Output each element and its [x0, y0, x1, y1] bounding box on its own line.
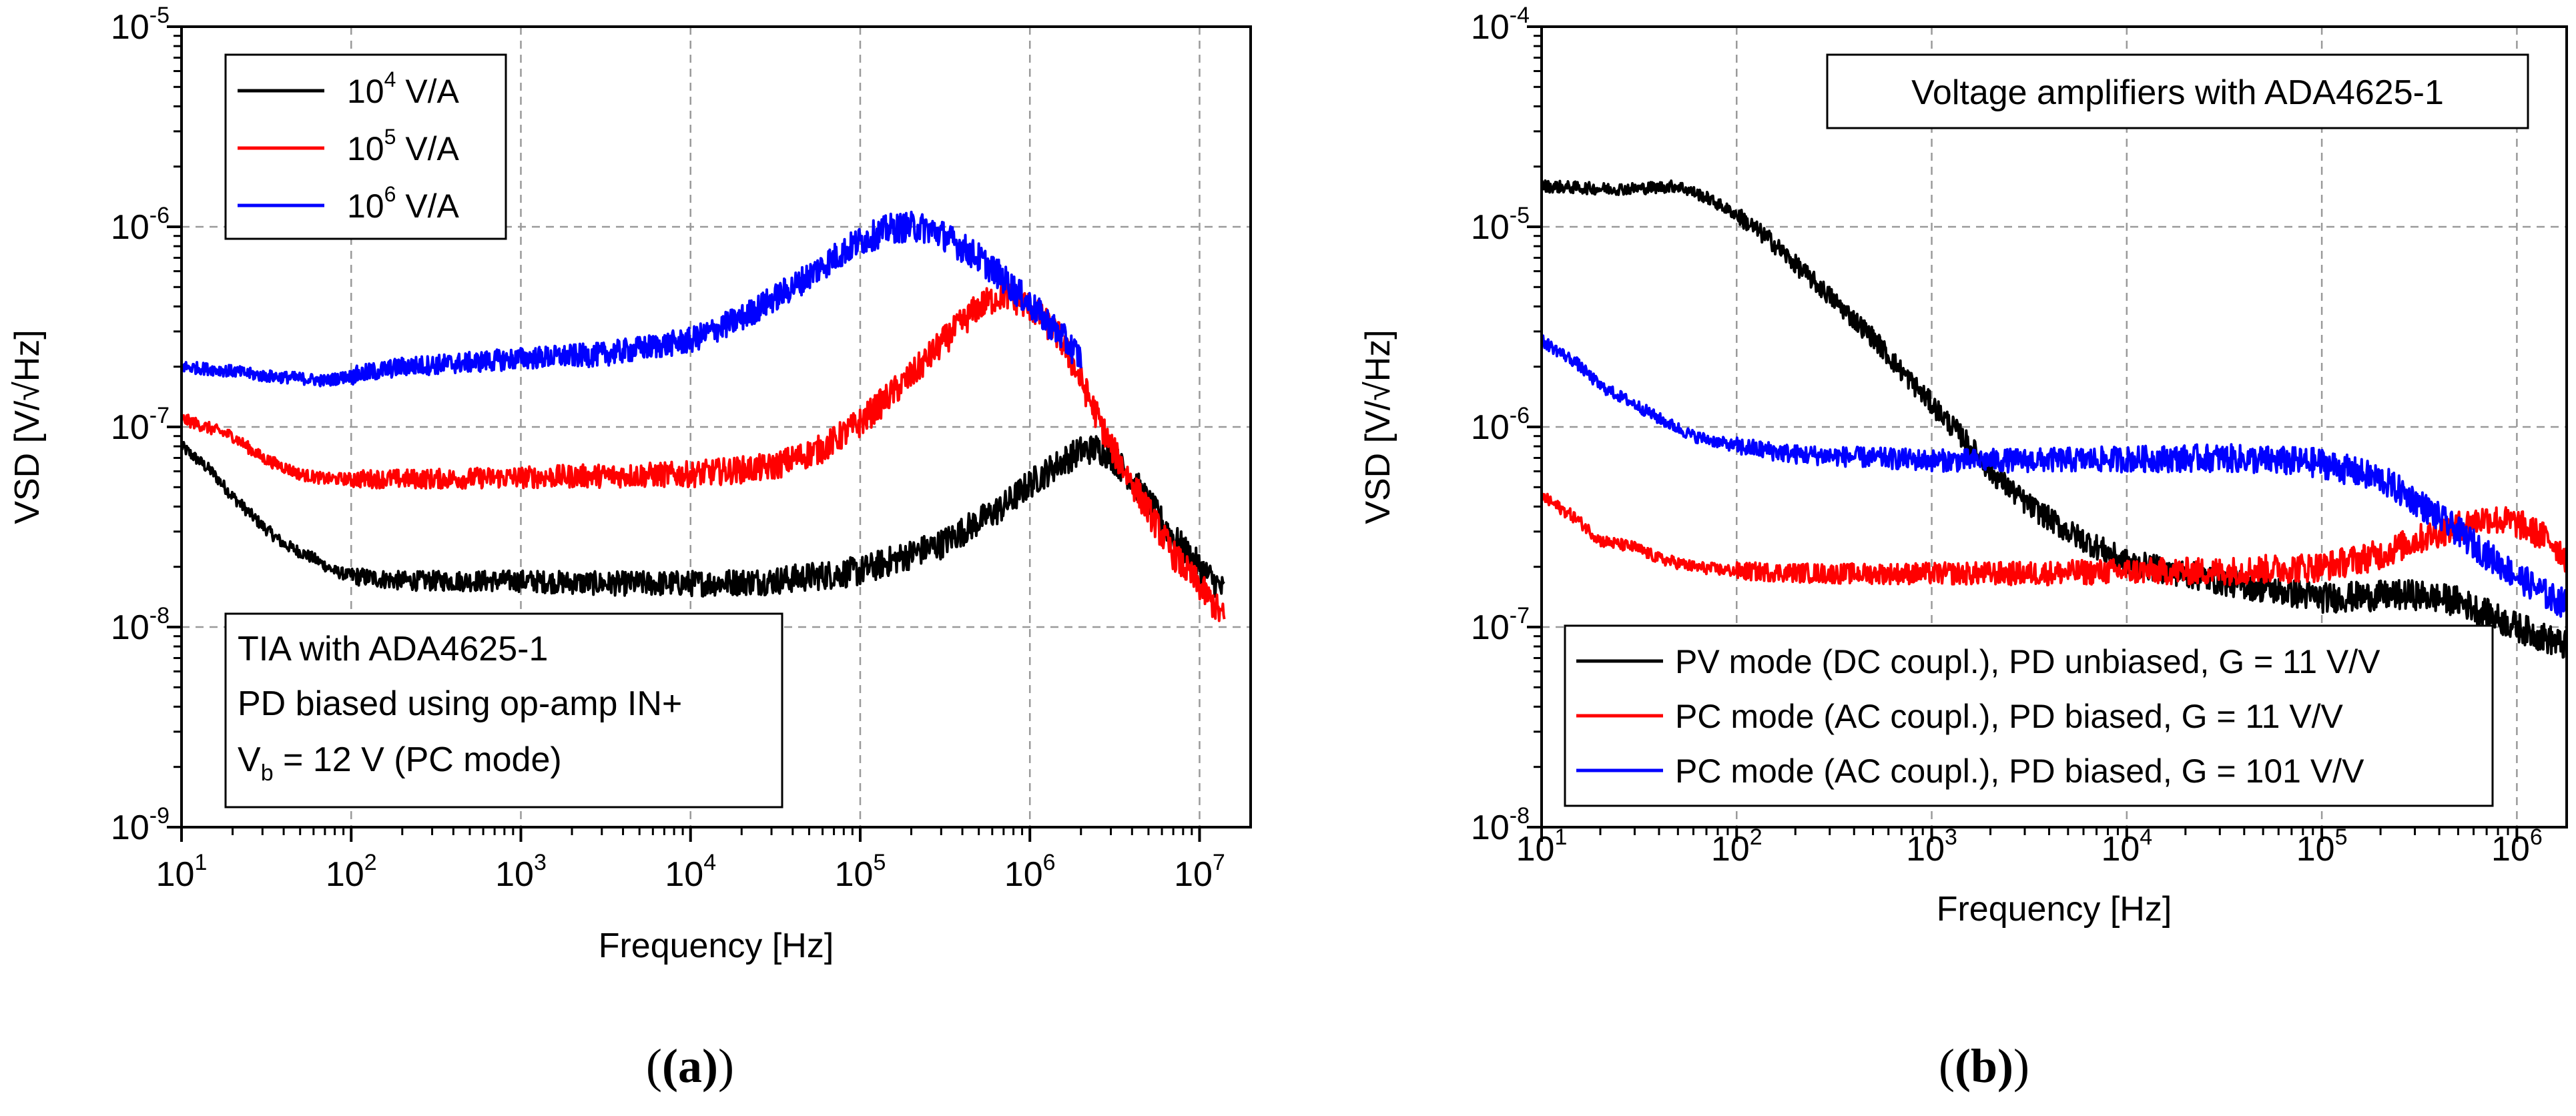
annotation-line-1: TIA with ADA4625-1: [238, 630, 548, 668]
y-tick-label: 10-6: [111, 203, 170, 247]
ticks-a: [167, 25, 1201, 842]
series-group-b: [1542, 179, 2567, 659]
y-tick-label: 10-8: [111, 603, 170, 647]
x-tick-label: 103: [1906, 824, 1957, 869]
legend-box-b: [1564, 624, 2494, 807]
title-box-b: Voltage amplifiers with ADA4625-1: [1826, 53, 2529, 129]
y-tick-label: 10-5: [1471, 203, 1530, 247]
title-text-b: Voltage amplifiers with ADA4625-1: [1911, 73, 2444, 112]
legend-label-pv-mode: PV mode (DC coupl.), PD unbiased, G = 11…: [1675, 643, 2380, 680]
annotation-line-3: Vb = 12 V (PC mode): [238, 740, 562, 786]
legend-label-pc-mode-11: PC mode (AC coupl.), PD biased, G = 11 V…: [1675, 698, 2344, 735]
y-tick-label: 10-7: [111, 403, 170, 447]
y-axis-label-b: VSD [V/√Hz]: [1359, 330, 1397, 524]
series-group-a: [182, 210, 1226, 622]
x-tick-label: 101: [156, 850, 208, 894]
y-tick-label: 10-5: [111, 3, 170, 47]
x-tick-label: 106: [2491, 824, 2543, 869]
ticks-b: [1527, 25, 2519, 842]
x-axis-label-b: Frequency [Hz]: [1937, 890, 2172, 929]
x-tick-labels-b: 101 102 103 104 105 106: [1516, 824, 2543, 869]
y-tick-labels-b: 10-8 10-7 10-6 10-5 10-4: [1471, 3, 1530, 847]
y-tick-label: 10-7: [1471, 603, 1530, 647]
y-tick-label: 10-6: [1471, 403, 1530, 447]
y-tick-labels-a: 10-9 10-8 10-7 10-6 10-5: [111, 3, 170, 847]
annotation-box-a: TIA with ADA4625-1 PD biased using op-am…: [224, 612, 783, 808]
y-tick-label: 10-4: [1471, 3, 1530, 47]
x-tick-label: 103: [495, 850, 547, 894]
panel-label-b: ((b)): [1939, 1039, 2029, 1093]
chart-panel-b: 101 102 103 104 105 106 10-810-710-610-510-4 …: [1359, 3, 2568, 1093]
series-line-3: [1542, 334, 2567, 618]
y-axis-label-a: VSD [V/√Hz]: [8, 330, 47, 524]
x-tick-label: 107: [1174, 850, 1225, 894]
legend-b: PV mode (DC coupl.), PD unbiased, G = 11…: [1564, 624, 2494, 807]
x-tick-label: 105: [2296, 824, 2348, 869]
x-tick-label: 102: [1711, 824, 1762, 869]
series-line-2: [1542, 492, 2567, 587]
x-tick-labels-a: 101 102 103 104 105 106 107: [156, 850, 1225, 894]
x-tick-label: 101: [1516, 824, 1568, 869]
annotation-line-2: PD biased using op-amp IN+: [238, 684, 682, 723]
panel-label-a: ((a)): [646, 1039, 734, 1093]
x-tick-label: 102: [326, 850, 377, 894]
chart-panel-a: 101 102 103 104 105 106 107 10-910-810-710-610…: [8, 3, 1252, 1093]
legend-label-10e6: 106 V/A: [347, 182, 460, 225]
x-tick-label: 104: [665, 850, 716, 894]
title-frame-b: [1826, 53, 2529, 129]
y-tick-label: 10-9: [111, 803, 170, 847]
x-tick-label: 105: [835, 850, 886, 894]
series-line-1: [182, 435, 1225, 598]
x-tick-label: 106: [1004, 850, 1056, 894]
legend-a: 104 V/A 105 V/A 106 V/A: [224, 53, 507, 240]
legend-label-10e5: 105 V/A: [347, 125, 460, 167]
legend-label-pc-mode-101: PC mode (AC coupl.), PD biased, G = 101 …: [1675, 752, 2364, 790]
legend-label-10e4: 104 V/A: [347, 67, 460, 110]
annotation-frame-a: [224, 612, 783, 808]
x-tick-label: 104: [2101, 824, 2152, 869]
series-line-1: [1542, 179, 2567, 659]
y-tick-label: 10-8: [1471, 803, 1530, 847]
x-axis-label-a: Frequency [Hz]: [599, 927, 834, 965]
series-line-3: [182, 210, 1082, 388]
